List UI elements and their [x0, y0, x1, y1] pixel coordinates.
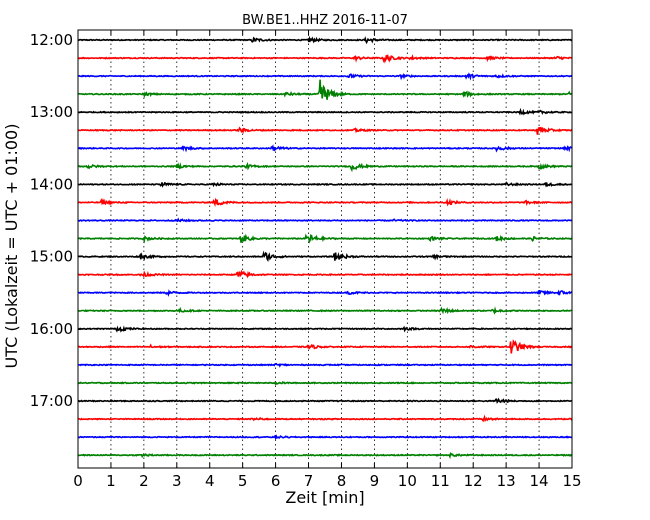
x-tick-label: 2	[139, 472, 149, 490]
trace-1200	[77, 35, 572, 45]
x-tick-label: 8	[337, 472, 347, 490]
trace-1245	[77, 79, 573, 100]
trace-1400	[77, 181, 572, 188]
trace-1345	[77, 161, 572, 173]
y-tick-label: 16:00	[30, 320, 73, 338]
trace-1645	[77, 381, 573, 386]
y-tick-label: 15:00	[30, 248, 73, 266]
x-tick-label: 4	[205, 472, 215, 490]
x-tick-label: 9	[370, 472, 380, 490]
x-tick-label: 1	[106, 472, 116, 490]
trace-1215	[78, 53, 573, 64]
y-tick-label: 14:00	[30, 175, 73, 193]
trace-1745	[77, 452, 573, 460]
trace-1530	[77, 289, 573, 297]
x-tick-label: 0	[73, 472, 83, 490]
x-tick-label: 15	[562, 472, 581, 490]
x-tick-label: 10	[398, 472, 417, 490]
y-axis-label: UTC (Lokalzeit = UTC + 01:00)	[2, 124, 21, 369]
x-axis: 0 1 2 3 4 5 6 7 8 9 10 11 12 13 14 15	[73, 30, 582, 490]
chart-title: BW.BE1..HHZ 2016-11-07	[242, 13, 408, 28]
x-tick-label: 7	[304, 472, 314, 490]
trace-1315	[77, 126, 573, 135]
trace-1330	[77, 144, 573, 153]
trace-1430	[77, 217, 573, 223]
plot-background	[78, 30, 572, 468]
trace-1445	[77, 233, 573, 244]
y-tick-label: 12:00	[30, 31, 73, 49]
x-tick-label: 13	[497, 472, 516, 490]
axes-frame	[77, 29, 573, 469]
x-tick-label: 11	[431, 472, 450, 490]
plot-frame	[77, 29, 573, 469]
y-tick-label: 13:00	[30, 103, 73, 121]
x-tick-label: 6	[271, 472, 281, 490]
trace-1600	[77, 325, 573, 333]
trace-1615	[77, 338, 573, 354]
x-tick-label: 12	[464, 472, 483, 490]
plot-area	[78, 30, 572, 468]
trace-1715	[78, 414, 573, 423]
y-tick-label: 17:00	[30, 392, 73, 410]
trace-1500	[77, 250, 573, 263]
trace-1230	[77, 72, 573, 81]
x-tick-label: 3	[172, 472, 182, 490]
x-axis-label: Zeit [min]	[285, 488, 364, 507]
x-tick-label: 14	[530, 472, 549, 490]
seismic-traces	[77, 35, 573, 460]
trace-1300	[77, 107, 573, 116]
grid-lines	[110, 30, 540, 468]
x-tick-label: 5	[238, 472, 248, 490]
trace-1545	[78, 306, 572, 315]
y-axis: 12:00 13:00 14:00 15:00 16:00 17:00	[30, 31, 572, 410]
trace-1630	[77, 362, 573, 368]
trace-1515	[77, 269, 573, 279]
trace-1415	[77, 197, 573, 208]
trace-1700	[77, 397, 573, 404]
trace-1730	[77, 434, 573, 441]
